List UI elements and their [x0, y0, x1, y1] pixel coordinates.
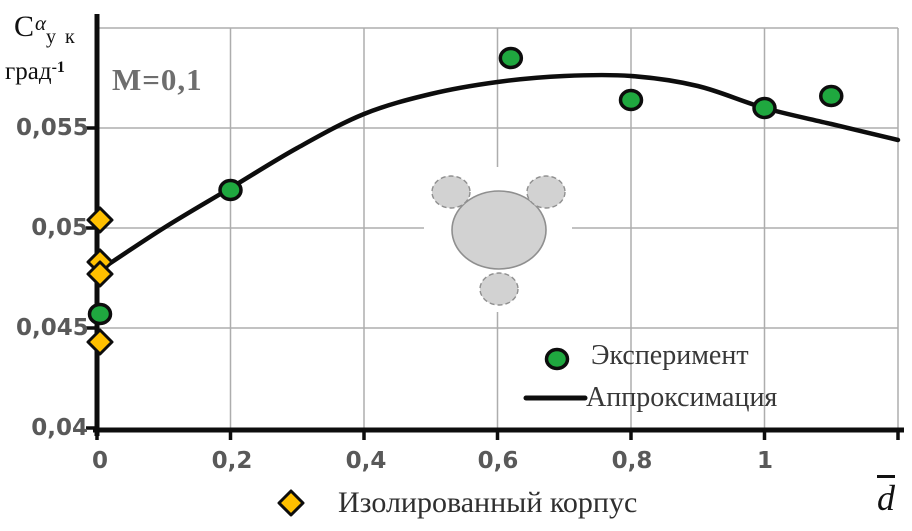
y-axis-unit-exponent: -1: [51, 59, 65, 76]
experiment-point: [218, 178, 243, 202]
y-tick-label-005: 0,05: [31, 215, 88, 241]
y-axis-title-base: C: [14, 10, 35, 43]
y-tick-label-0055: 0,055: [16, 115, 89, 141]
y-axis-title-superscript: α: [35, 11, 47, 35]
y-axis-unit-base: град: [5, 58, 52, 85]
x-axis-label: d: [877, 480, 895, 516]
isolated-body-point: [86, 260, 114, 288]
x-tick-label-02: 0,2: [211, 448, 253, 474]
experiment-point: [618, 88, 644, 112]
mach-annotation: M=0,1: [112, 62, 203, 97]
legend-approximation-label: Аппроксимация: [586, 382, 778, 413]
y-axis-title-subscript: у к: [46, 26, 77, 48]
x-tick-label-08: 0,8: [611, 448, 653, 474]
isolated-body-point: [86, 328, 114, 356]
experiment-point: [819, 84, 844, 108]
experiment-point: [87, 302, 113, 326]
x-tick-label-04: 0,4: [345, 448, 387, 474]
inset-figure-main-body-circle: [451, 190, 547, 270]
inset-figure-booster-circle: [526, 175, 566, 209]
x-axis-label-text: d: [877, 478, 895, 518]
legend-experiment-label: Эксперимент: [591, 340, 749, 371]
legend-isolated-body-marker: [277, 489, 305, 517]
legend-experiment-marker: [544, 347, 570, 371]
y-axis-title: Cαу к: [14, 10, 77, 49]
legend-isolated-body-label: Изолированный корпус: [338, 486, 638, 519]
y-tick-label-004: 0,04: [31, 415, 88, 441]
x-tick-label-06: 0,6: [477, 448, 519, 474]
x-tick-label-0: 0: [91, 448, 109, 474]
isolated-body-point: [86, 206, 114, 234]
x-tick-label-1: 1: [756, 448, 774, 474]
y-tick-label-0045: 0,045: [16, 315, 89, 341]
y-axis-unit: град-1: [5, 58, 65, 86]
experiment-point: [498, 46, 524, 70]
inset-figure-booster-circle: [479, 272, 519, 306]
inset-figure-booster-circle: [431, 175, 471, 209]
experiment-point: [752, 96, 777, 120]
